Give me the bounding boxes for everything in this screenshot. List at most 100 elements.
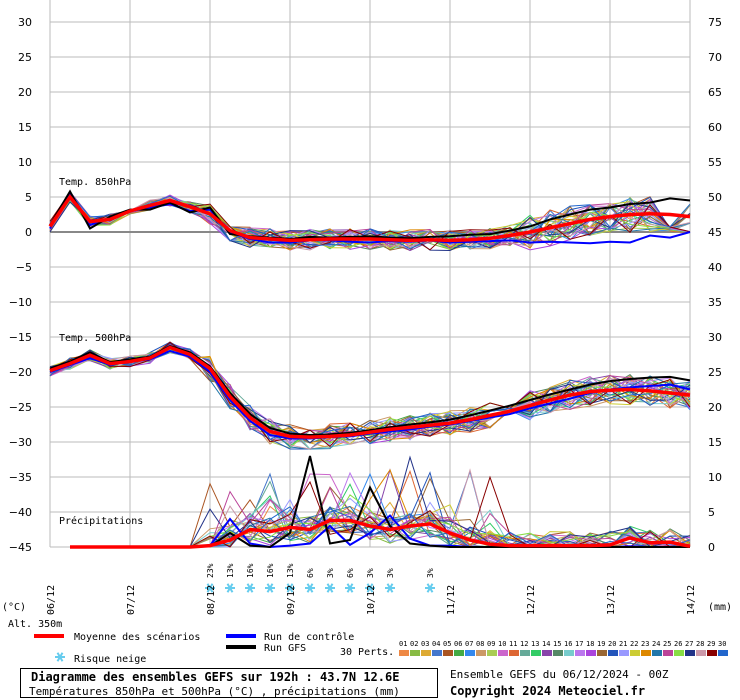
snow-risk-percent: 3%	[366, 568, 375, 578]
pert-swatch	[487, 650, 497, 656]
member-line-precip	[70, 486, 691, 548]
pert-number: 09	[487, 640, 495, 648]
legend-snowflake-icon	[55, 652, 65, 662]
right-tick-label: 70	[708, 51, 722, 64]
snowflake-stroke	[366, 583, 374, 593]
precip-label: Précipitations	[59, 515, 143, 527]
left-tick-label: 0	[25, 226, 32, 239]
pert-swatch	[553, 650, 563, 656]
pert-swatch	[421, 650, 431, 656]
snow-risk-percent: 16%	[266, 563, 275, 578]
left-tick-label: −10	[9, 296, 32, 309]
snowflake-icon	[265, 583, 275, 593]
left-tick-label: 30	[18, 16, 32, 29]
snowflake-icon	[225, 583, 235, 593]
pert-number: 13	[531, 640, 539, 648]
pert-number: 15	[553, 640, 561, 648]
right-tick-label: 15	[708, 436, 722, 449]
pert-number: 07	[465, 640, 473, 648]
member-line-precip	[70, 468, 691, 548]
legend-perts-label: 30 Perts.	[340, 647, 394, 658]
pert-number: 24	[652, 640, 660, 648]
pert-number: 02	[410, 640, 418, 648]
pert-number: 19	[597, 640, 605, 648]
pert-swatch	[443, 650, 453, 656]
pert-swatch	[586, 650, 596, 656]
footer-box: Diagramme des ensembles GEFS sur 192h : …	[20, 668, 438, 698]
snowflake-icon	[325, 583, 335, 593]
right-unit-label: (mm)	[708, 602, 732, 613]
chart-title: Diagramme des ensembles GEFS sur 192h : …	[31, 670, 400, 684]
pert-swatch	[509, 650, 519, 656]
main-series	[48, 189, 691, 549]
left-tick-label: 20	[18, 86, 32, 99]
snowflake-icon	[285, 583, 295, 593]
pert-swatch	[685, 650, 695, 656]
pert-number: 17	[575, 640, 583, 648]
legend-control-label: Run de contrôle	[264, 631, 354, 643]
altitude-label: Alt. 350m	[8, 619, 62, 630]
right-tick-label: 5	[708, 506, 715, 519]
x-tick-label: 07/12	[126, 585, 137, 615]
snowflake-stroke	[326, 583, 334, 593]
member-line-t850	[49, 192, 691, 250]
pert-number: 16	[564, 640, 572, 648]
left-tick-label: 10	[18, 156, 32, 169]
pert-number: 04	[432, 640, 440, 648]
x-tick-label: 11/12	[446, 585, 457, 615]
snow-risk-percent: 6%	[346, 568, 355, 578]
x-tick-label: 14/12	[686, 585, 697, 615]
left-tick-label: −30	[9, 436, 32, 449]
x-axis-ticks: 06/12 07/12 08/12 09/12 10/12 11/12 12/12 13/12…	[46, 585, 697, 615]
snowflake-icon	[365, 583, 375, 593]
pert-number: 27	[685, 640, 693, 648]
snowflake-stroke	[426, 583, 434, 593]
legend-mean-label: Moyenne des scénarios	[74, 631, 200, 643]
snowflake-stroke	[226, 583, 234, 593]
pert-swatch	[597, 650, 607, 656]
left-tick-label: −40	[9, 506, 32, 519]
x-tick-label: 09/12	[286, 585, 297, 615]
left-unit-label: (°C)	[2, 602, 26, 613]
pert-number: 25	[663, 640, 671, 648]
snowflake-stroke	[246, 583, 254, 593]
x-tick-label: 12/12	[526, 585, 537, 615]
right-tick-label: 40	[708, 261, 722, 274]
snowflake-icon	[385, 583, 395, 593]
pert-swatch	[718, 650, 728, 656]
snow-risk-percent: 3%	[326, 568, 335, 578]
pert-swatch	[575, 650, 585, 656]
left-axis-ticks: 30 25 20 15 10 5 0 −5 −10 −15 −20 −25 −30 −35 −40 −45	[9, 16, 32, 554]
right-tick-label: 75	[708, 16, 722, 29]
pert-swatch	[520, 650, 530, 656]
t850-gfs-line	[49, 189, 691, 241]
x-tick-label: 06/12	[46, 585, 57, 615]
pert-number: 10	[498, 640, 506, 648]
pert-swatch	[641, 650, 651, 656]
pert-number: 22	[630, 640, 638, 648]
ensemble-info: Ensemble GEFS du 06/12/2024 - 00Z	[450, 668, 669, 681]
pert-swatch	[674, 650, 684, 656]
copyright: Copyright 2024 Meteociel.fr	[450, 684, 646, 698]
right-tick-label: 45	[708, 226, 722, 239]
snowflake-stroke	[266, 583, 274, 593]
snowflake-icon	[305, 583, 315, 593]
pert-number: 29	[707, 640, 715, 648]
snowflake-icon	[205, 583, 215, 593]
pert-number: 23	[641, 640, 649, 648]
snow-risk-row: 23% 13% 16% 16% 13% 6% 3% 6% 3% 3% 3%	[205, 563, 435, 593]
snowflake-icon	[345, 583, 355, 593]
pert-swatch	[619, 650, 629, 656]
pert-number: 03	[421, 640, 429, 648]
pert-swatch	[542, 650, 552, 656]
x-tick-label: 13/12	[606, 585, 617, 615]
pert-swatch	[630, 650, 640, 656]
precip-mean-line	[70, 518, 691, 549]
left-tick-label: −5	[16, 261, 32, 274]
snow-risk-percent: 16%	[246, 563, 255, 578]
chart-subtitle: Températures 850hPa et 500hPa (°C) , pré…	[29, 685, 400, 698]
snowflake-stroke	[206, 583, 214, 593]
pert-number: 20	[608, 640, 616, 648]
